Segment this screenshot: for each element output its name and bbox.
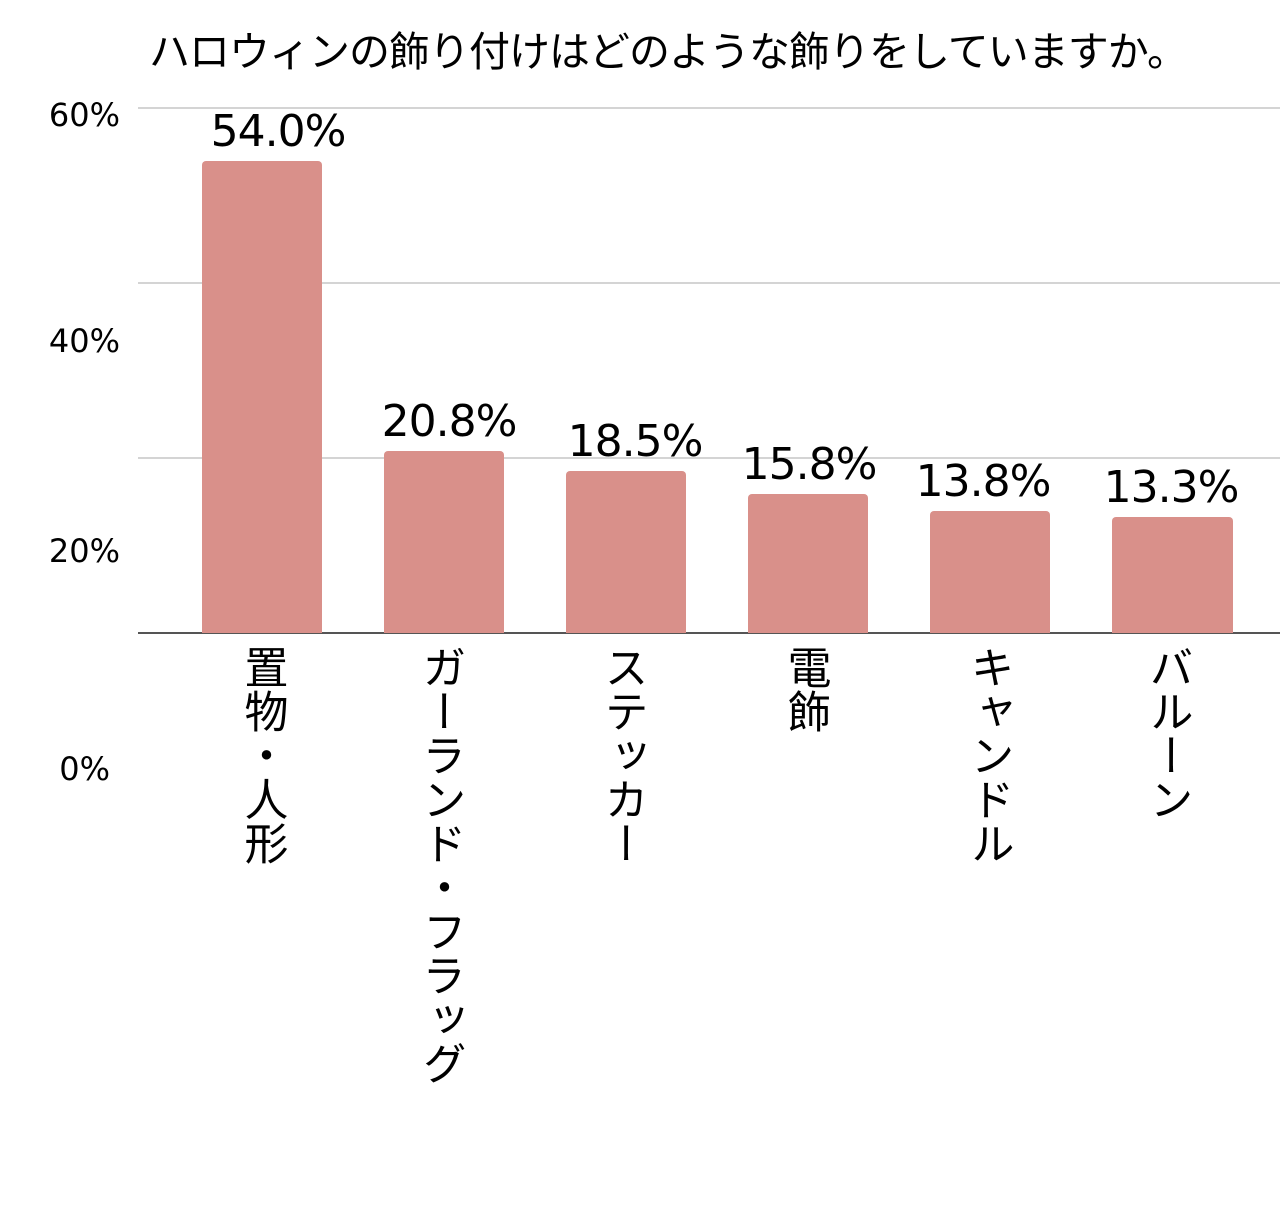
- gridline-60: [138, 107, 1280, 109]
- bar-okimono-ningyo: [202, 161, 322, 633]
- category-label: ステッカー: [596, 645, 648, 865]
- value-label: 18.5%: [567, 416, 704, 467]
- category-label: バルーン: [1141, 645, 1193, 821]
- y-tick-60: 60%: [48, 96, 120, 134]
- bar-candle: [930, 511, 1050, 633]
- y-tick-40: 40%: [48, 322, 120, 360]
- chart-title: ハロウィンの飾り付けはどのような飾りをしていますか。: [149, 28, 1188, 76]
- value-label: 20.8%: [381, 396, 518, 447]
- value-label: 13.8%: [915, 456, 1052, 507]
- value-label: 54.0%: [210, 106, 347, 157]
- bar-balloon: [1112, 517, 1233, 633]
- x-axis-line: [138, 632, 1280, 634]
- bar-sticker: [566, 471, 686, 633]
- y-tick-0: 0%: [59, 750, 110, 788]
- category-label: 電飾: [779, 645, 831, 733]
- y-tick-20: 20%: [48, 532, 120, 570]
- value-label: 13.3%: [1103, 462, 1240, 513]
- category-label: ガーランド・フラッグ: [414, 645, 466, 1085]
- bar-lights: [748, 494, 868, 633]
- category-label: 置物・人形: [236, 645, 288, 865]
- gridline-20: [138, 457, 1280, 459]
- bar-garland-flag: [384, 451, 504, 633]
- gridline-40: [138, 282, 1280, 284]
- value-label: 15.8%: [741, 439, 878, 490]
- category-label: キャンドル: [962, 645, 1014, 865]
